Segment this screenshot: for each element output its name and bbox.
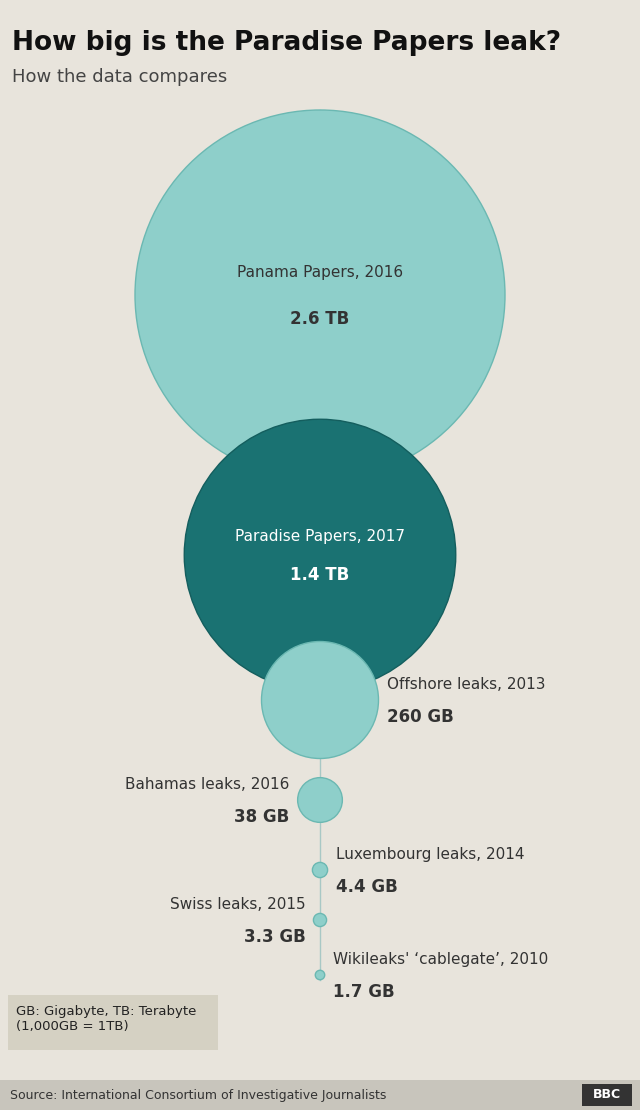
Circle shape — [298, 778, 342, 823]
Text: 1.4 TB: 1.4 TB — [291, 566, 349, 584]
Text: 1.7 GB: 1.7 GB — [333, 983, 394, 1001]
Text: Source: International Consortium of Investigative Journalists: Source: International Consortium of Inve… — [10, 1089, 387, 1101]
Text: Swiss leaks, 2015: Swiss leaks, 2015 — [170, 897, 305, 912]
Text: Luxembourg leaks, 2014: Luxembourg leaks, 2014 — [335, 847, 524, 862]
Text: How big is the Paradise Papers leak?: How big is the Paradise Papers leak? — [12, 30, 561, 56]
Text: How the data compares: How the data compares — [12, 68, 227, 85]
Text: Paradise Papers, 2017: Paradise Papers, 2017 — [235, 529, 405, 544]
Text: GB: Gigabyte, TB: Terabyte
(1,000GB = 1TB): GB: Gigabyte, TB: Terabyte (1,000GB = 1T… — [16, 1005, 196, 1033]
Circle shape — [314, 914, 326, 927]
Text: 260 GB: 260 GB — [387, 708, 453, 726]
Text: 4.4 GB: 4.4 GB — [335, 878, 397, 896]
Circle shape — [135, 110, 505, 480]
Bar — [0, 1080, 640, 1110]
Bar — [8, 995, 218, 1050]
Text: Wikileaks' ‘cablegate’, 2010: Wikileaks' ‘cablegate’, 2010 — [333, 952, 548, 967]
Circle shape — [312, 862, 328, 878]
Circle shape — [184, 420, 456, 690]
Text: 3.3 GB: 3.3 GB — [244, 928, 305, 946]
Text: Offshore leaks, 2013: Offshore leaks, 2013 — [387, 677, 545, 692]
Text: Bahamas leaks, 2016: Bahamas leaks, 2016 — [125, 777, 290, 793]
Text: BBC: BBC — [593, 1089, 621, 1101]
Circle shape — [262, 642, 378, 758]
Text: 2.6 TB: 2.6 TB — [291, 310, 349, 327]
Circle shape — [316, 970, 324, 980]
Text: 38 GB: 38 GB — [234, 808, 290, 826]
Text: Panama Papers, 2016: Panama Papers, 2016 — [237, 265, 403, 280]
Bar — [582, 1084, 632, 1106]
